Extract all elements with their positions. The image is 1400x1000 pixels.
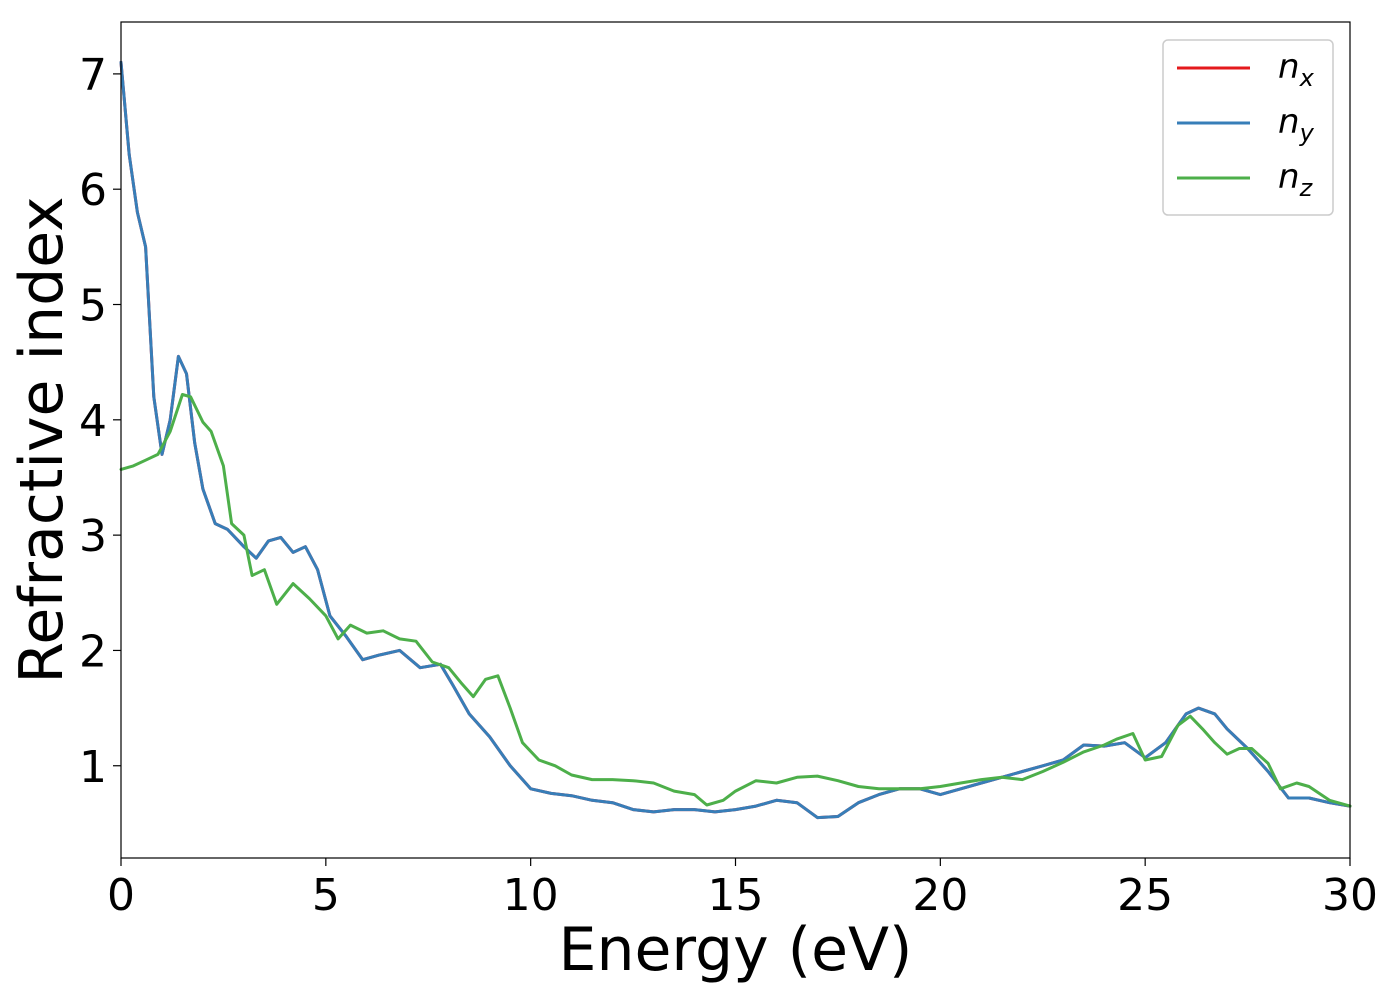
series-line-n-y <box>119 60 1352 820</box>
x-tick-label: 15 <box>708 870 764 921</box>
series-layer <box>119 60 1352 820</box>
x-tick-label: 0 <box>107 870 135 921</box>
legend: nx ny nz <box>1162 39 1334 216</box>
legend-box <box>1162 39 1334 216</box>
legend-label-n-z: nz <box>1278 157 1314 202</box>
y-tick-label: 6 <box>79 165 107 216</box>
legend-label-n-y: ny <box>1278 102 1315 147</box>
x-tick-label: 20 <box>912 870 968 921</box>
x-axis-label: Energy (eV) <box>559 915 913 985</box>
y-tick-label: 1 <box>79 742 107 793</box>
legend-label-n-x: nx <box>1278 47 1315 92</box>
x-tick-label: 5 <box>312 870 340 921</box>
x-tick-label: 30 <box>1322 870 1378 921</box>
y-tick-label: 4 <box>79 396 107 447</box>
x-axis: 0 5 10 15 20 25 30 <box>107 858 1378 921</box>
y-axis: 1 2 3 4 5 6 7 <box>79 50 121 793</box>
y-axis-label: Refractive index <box>7 196 77 683</box>
y-tick-label: 5 <box>79 281 107 332</box>
x-tick-label: 10 <box>503 870 559 921</box>
x-tick-label: 25 <box>1117 870 1173 921</box>
y-tick-label: 7 <box>79 50 107 101</box>
y-tick-label: 3 <box>79 511 107 562</box>
series-line-n-z <box>119 393 1352 808</box>
y-tick-label: 2 <box>79 626 107 677</box>
